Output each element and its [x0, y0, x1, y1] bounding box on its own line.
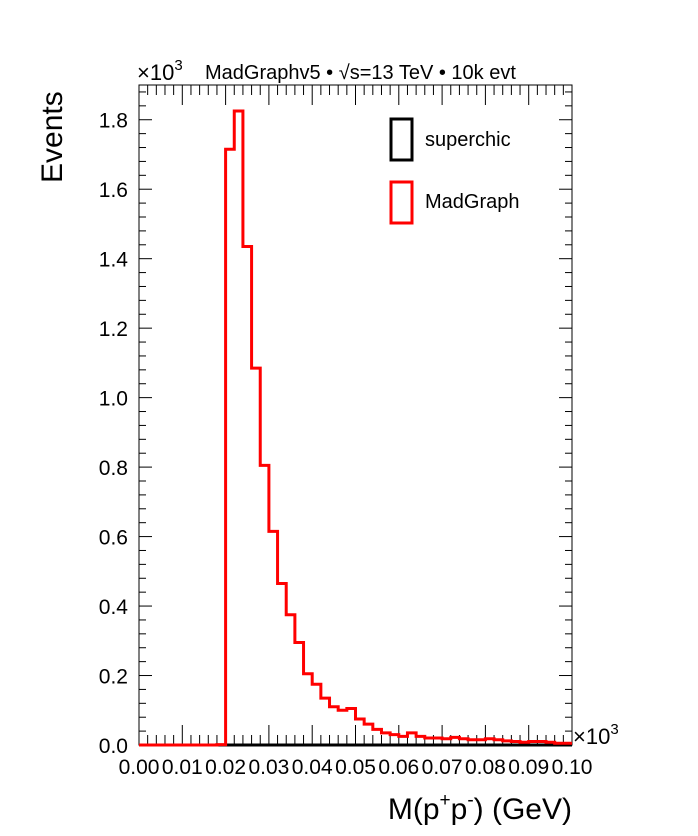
y-tick-label: 0.0	[99, 735, 128, 758]
x-tick-label: 0.10	[552, 756, 593, 779]
x-axis-label: M(p+p-) (GeV)	[388, 790, 572, 826]
title-sqrt: √	[339, 62, 350, 84]
series-line-madgraph	[139, 109, 572, 747]
x-tick-label: 0.01	[162, 756, 203, 779]
x-tick-label: 0.08	[465, 756, 506, 779]
x-tick-label: 0.02	[205, 756, 246, 779]
y-tick-label: 1.4	[99, 249, 129, 272]
y-tick-label: 1.2	[99, 318, 128, 341]
legend-swatch-superchic	[389, 117, 414, 162]
axes-frame	[138, 84, 573, 746]
plot-frame	[138, 84, 573, 746]
x-multiplier-base: ×10	[573, 724, 610, 749]
xlabel-sup1: +	[440, 790, 451, 811]
x-tick-label: 0.00	[119, 756, 160, 779]
legend: superchic MadGraph	[389, 117, 520, 225]
axis-ticks	[138, 85, 573, 746]
x-tick-label: 0.06	[378, 756, 419, 779]
title-energy: s=13 TeV • 10k evt	[350, 62, 517, 84]
x-multiplier: ×103	[573, 721, 619, 749]
histogram-series	[139, 109, 572, 747]
y-tick-label: 1.8	[99, 110, 128, 133]
xlabel-pre: M(p	[388, 793, 440, 826]
y-tick-label: 0.2	[99, 666, 128, 689]
y-multiplier-base: ×10	[137, 60, 174, 85]
xlabel-sup2: -	[467, 790, 473, 811]
title-generator: MadGraphv5 •	[205, 62, 333, 84]
y-axis-label: Events	[36, 91, 69, 183]
y-tick-label: 1.6	[99, 179, 128, 202]
legend-label-madgraph: MadGraph	[425, 191, 520, 213]
y-tick-label: 1.0	[99, 388, 128, 411]
legend-label-superchic: superchic	[425, 129, 511, 151]
y-tick-label: 0.4	[99, 596, 129, 619]
xlabel-mid: p	[451, 793, 468, 826]
xlabel-post: ) (GeV)	[474, 793, 572, 826]
x-tick-label: 0.07	[422, 756, 463, 779]
series-madgraph	[139, 109, 572, 747]
y-tick-label: 0.6	[99, 527, 128, 550]
legend-swatch-madgraph	[389, 180, 414, 225]
x-tick-label: 0.04	[292, 756, 333, 779]
x-tick-label: 0.09	[508, 756, 549, 779]
x-tick-label: 0.03	[248, 756, 289, 779]
y-tick-label: 0.8	[99, 457, 128, 480]
tick-labels: 0.00 0.01 0.02 0.03 0.04 0.05 0.06 0.07 0.08 0.09…	[99, 110, 593, 779]
y-multiplier-top: ×103	[137, 57, 183, 85]
x-multiplier-exp: 3	[610, 721, 618, 738]
x-tick-label: 0.05	[335, 756, 376, 779]
chart-title: MadGraphv5 • √s=13 TeV • 10k evt	[205, 62, 516, 84]
y-multiplier-exp: 3	[174, 57, 182, 74]
